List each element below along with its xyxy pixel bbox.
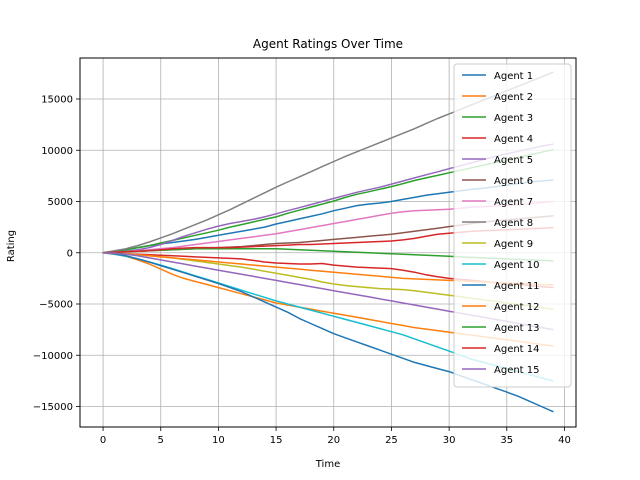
legend-item: Agent 10 xyxy=(462,260,540,271)
legend-label: Agent 14 xyxy=(494,344,540,355)
legend-label: Agent 12 xyxy=(494,302,540,313)
legend-item: Agent 4 xyxy=(462,134,533,145)
legend-label: Agent 2 xyxy=(494,92,533,103)
legend-label: Agent 6 xyxy=(494,176,533,187)
legend-item: Agent 11 xyxy=(462,281,540,292)
legend-item: Agent 15 xyxy=(462,365,540,376)
legend-label: Agent 8 xyxy=(494,218,533,229)
x-tick-label: 20 xyxy=(327,435,340,446)
legend-item: Agent 8 xyxy=(462,218,533,229)
axis-ticks: 0 5 10 15 20 25 30 35 40 −15000 −10000 −5000 0 5000 10… xyxy=(33,95,571,447)
legend-item: Agent 6 xyxy=(462,176,533,187)
x-tick-label: 25 xyxy=(385,435,398,446)
y-tick-label: −15000 xyxy=(33,402,73,413)
legend-label: Agent 13 xyxy=(494,323,540,334)
y-tick-label: 5000 xyxy=(48,197,73,208)
legend-item: Agent 13 xyxy=(462,323,540,334)
x-axis-label: Time xyxy=(315,459,340,470)
x-tick-label: 15 xyxy=(270,435,283,446)
x-tick-label: 5 xyxy=(158,435,164,446)
legend-label: Agent 15 xyxy=(494,365,540,376)
chart-title: Agent Ratings Over Time xyxy=(253,37,403,51)
y-tick-label: −10000 xyxy=(33,351,73,362)
y-axis-label: Rating xyxy=(6,230,17,262)
legend-item: Agent 1 xyxy=(462,71,533,82)
plot-frame xyxy=(79,57,577,428)
legend-item: Agent 7 xyxy=(462,197,533,208)
y-tick-label: 0 xyxy=(67,248,73,259)
legend-label: Agent 7 xyxy=(494,197,533,208)
y-tick-label: 10000 xyxy=(41,146,73,157)
legend-label: Agent 9 xyxy=(494,239,533,250)
x-tick-label: 0 xyxy=(100,435,106,446)
x-tick-label: 30 xyxy=(443,435,456,446)
legend-item: Agent 5 xyxy=(462,155,533,166)
legend-item: Agent 3 xyxy=(462,113,533,124)
legend-label: Agent 11 xyxy=(494,281,540,292)
y-tick-label: −5000 xyxy=(39,300,73,311)
legend-item: Agent 14 xyxy=(462,344,540,355)
legend-item: Agent 12 xyxy=(462,302,540,313)
x-tick-label: 10 xyxy=(212,435,225,446)
legend-label: Agent 4 xyxy=(494,134,533,145)
legend: Agent 1 Agent 2 Agent 3 Agent 4 Agent 5 Agent… xyxy=(453,63,572,388)
legend-label: Agent 5 xyxy=(494,155,533,166)
legend-label: Agent 10 xyxy=(494,260,540,271)
legend-label: Agent 3 xyxy=(494,113,533,124)
legend-item: Agent 9 xyxy=(462,239,533,250)
legend-label: Agent 1 xyxy=(494,71,533,82)
y-tick-label: 15000 xyxy=(41,95,73,106)
x-tick-label: 40 xyxy=(558,435,571,446)
x-tick-label: 35 xyxy=(500,435,513,446)
legend-item: Agent 2 xyxy=(462,92,533,103)
